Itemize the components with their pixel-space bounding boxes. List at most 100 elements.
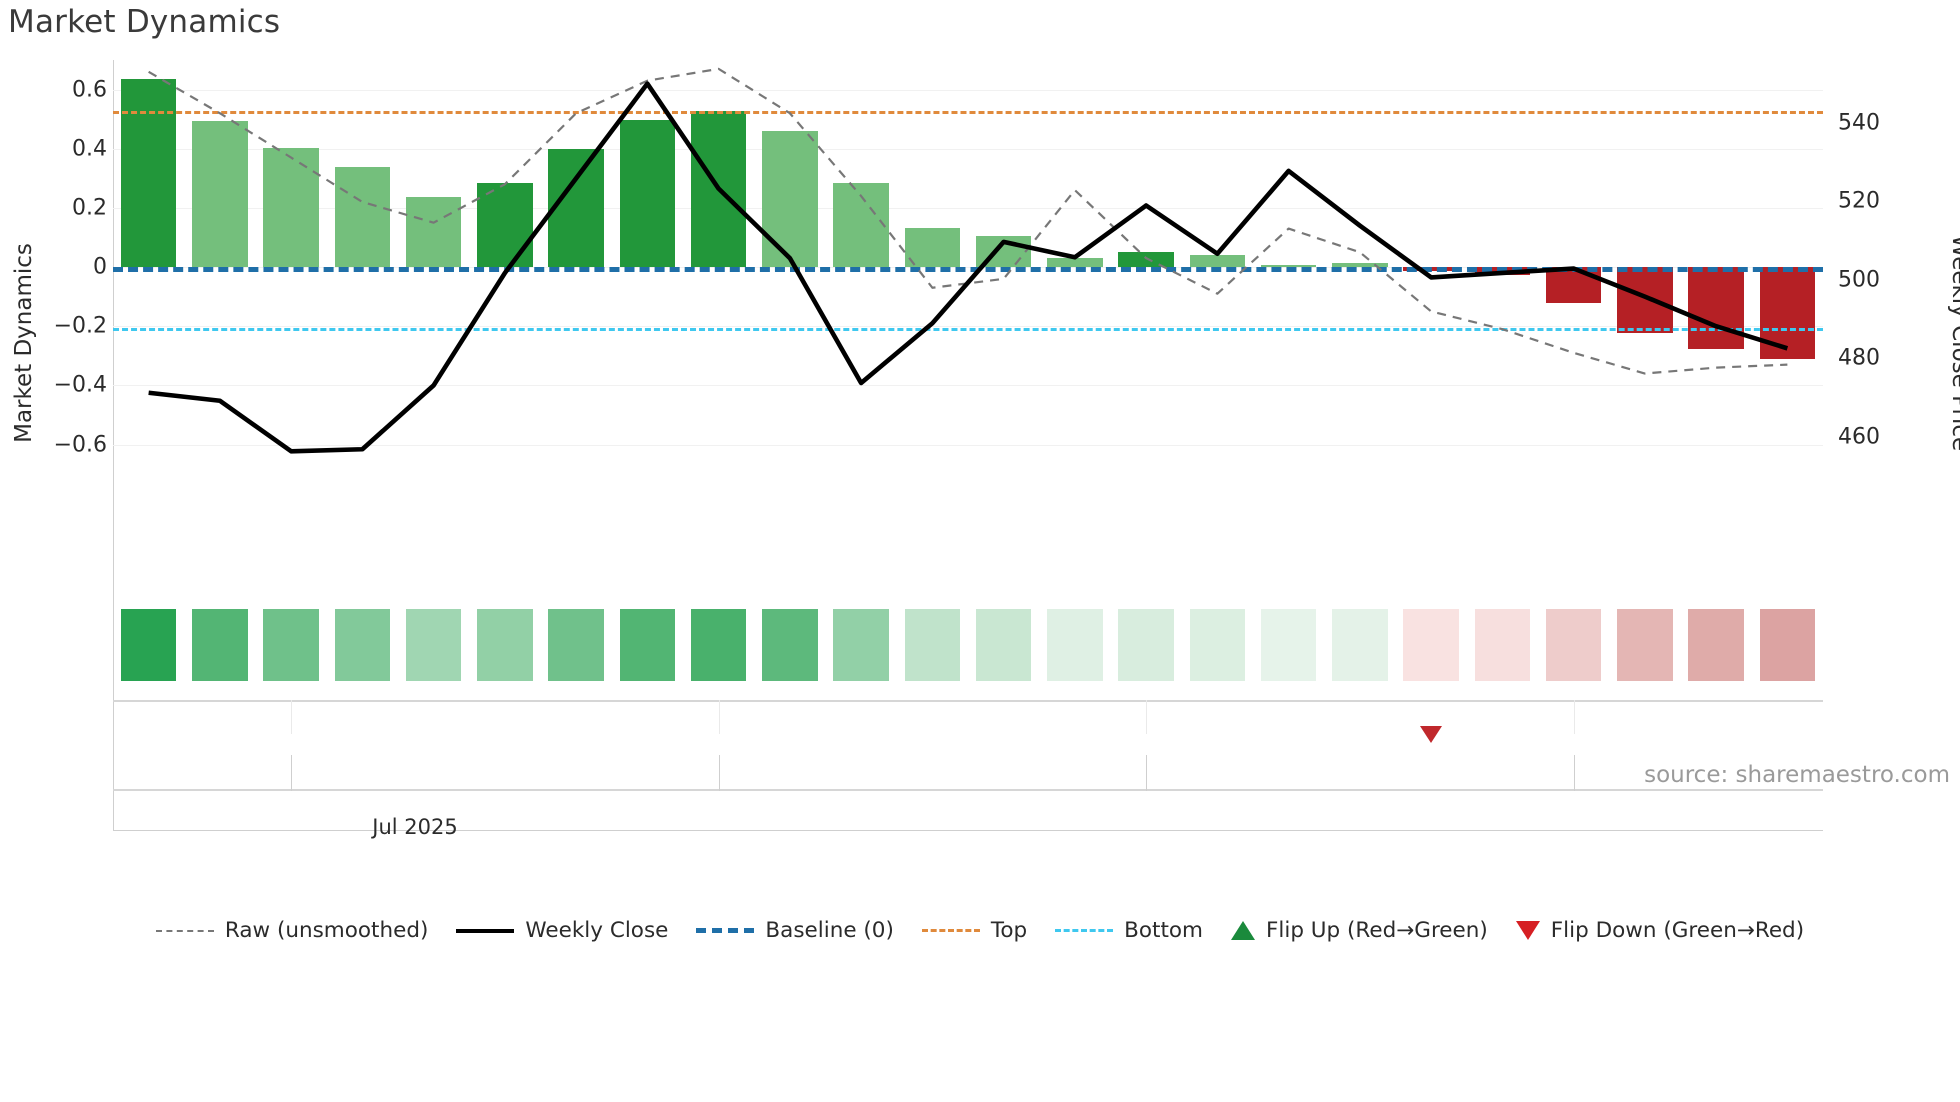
triangle-down-icon	[1515, 921, 1540, 940]
chart-bar[interactable]	[1260, 265, 1317, 268]
flip-panel-tick	[718, 700, 720, 734]
legend-item-bottom[interactable]: Bottom	[1055, 918, 1203, 943]
flip-panel-tick	[1573, 700, 1575, 734]
gridline	[113, 444, 1823, 446]
chart-bar[interactable]	[1545, 267, 1602, 303]
chart-bar[interactable]	[1189, 255, 1246, 268]
chart-bar[interactable]	[120, 79, 177, 268]
gridline	[113, 207, 1823, 209]
divider-rule-middle	[113, 789, 1823, 791]
chart-bar[interactable]	[1688, 267, 1744, 349]
chart-bar[interactable]	[619, 120, 676, 268]
heatmap-cell[interactable]	[120, 609, 177, 681]
chart-bar[interactable]	[904, 228, 961, 268]
weekly-close-line	[148, 81, 1789, 454]
reference-line-top	[113, 111, 1823, 115]
heatmap-cell[interactable]	[904, 609, 961, 681]
x-axis-tick-mark	[718, 755, 720, 791]
chart-bar[interactable]	[477, 182, 533, 268]
x-axis-tick-mark	[1573, 755, 1575, 791]
y-axis-left-tick: −0.4	[53, 372, 107, 398]
heatmap-cell[interactable]	[1474, 609, 1531, 681]
heatmap-cell[interactable]	[548, 609, 604, 681]
heatmap-cell[interactable]	[762, 609, 818, 681]
legend-item-flip-down-green-red[interactable]: Flip Down (Green→Red)	[1515, 918, 1805, 943]
x-axis-tick-mark	[1146, 755, 1148, 791]
legend-item-label: Top	[990, 918, 1028, 943]
y-axis-right-tick: 540	[1838, 110, 1880, 136]
divider-rule-bottom	[113, 830, 1823, 831]
page-title: Market Dynamics	[8, 4, 281, 40]
legend-item-flip-up-red-green[interactable]: Flip Up (Red→Green)	[1231, 918, 1488, 943]
solid-line-icon	[456, 928, 515, 933]
legend-item-label: Bottom	[1124, 918, 1204, 943]
y-axis-left-tick: 0.4	[72, 136, 107, 162]
legend-item-weekly-close[interactable]: Weekly Close	[456, 918, 668, 943]
x-axis-tick-jul-2025: Jul 2025	[372, 815, 458, 839]
heatmap-cell[interactable]	[1545, 609, 1602, 681]
y-axis-left-tick: 0	[93, 254, 107, 280]
heatmap-cell[interactable]	[334, 609, 391, 681]
heatmap-cell[interactable]	[1260, 609, 1317, 681]
chart-bar[interactable]	[192, 121, 248, 268]
chart-bar[interactable]	[1332, 262, 1388, 268]
heatmap-cell[interactable]	[1118, 609, 1174, 681]
heatmap-cell[interactable]	[1189, 609, 1246, 681]
legend-item-baseline-0[interactable]: Baseline (0)	[696, 918, 894, 943]
y-axis-right-tick: 500	[1838, 267, 1880, 293]
reference-line-bottom	[113, 327, 1823, 331]
gridline	[113, 326, 1823, 328]
gridline	[113, 89, 1823, 91]
flip-panel-tick	[1146, 700, 1148, 734]
legend-item-label: Flip Down (Green→Red)	[1550, 918, 1805, 943]
y-axis-left-tick: 0.2	[72, 195, 107, 221]
heatmap-cell[interactable]	[1759, 609, 1816, 681]
legend-item-label: Baseline (0)	[765, 918, 894, 943]
legend-item-label: Flip Up (Red→Green)	[1266, 918, 1488, 943]
heatmap-cell[interactable]	[833, 609, 889, 681]
chart-bar[interactable]	[263, 148, 319, 268]
main-chart-plot	[113, 60, 1823, 480]
flip-down-marker-icon[interactable]	[1420, 726, 1443, 743]
flip-panel-top-rule	[113, 700, 1823, 702]
chart-legend: Raw (unsmoothed) Weekly Close Baseline (0)…	[0, 918, 1960, 943]
y-axis-right-tick: 460	[1838, 424, 1880, 450]
y-axis-right-tick: 480	[1838, 345, 1880, 371]
heatmap-cell[interactable]	[1688, 609, 1744, 681]
heatmap-cell[interactable]	[1047, 609, 1103, 681]
chart-bar[interactable]	[762, 131, 818, 268]
heatmap-cell[interactable]	[477, 609, 533, 681]
heatmap-cell[interactable]	[1617, 609, 1673, 681]
legend-item-top[interactable]: Top	[921, 918, 1028, 943]
legend-item-raw-unsmoothed[interactable]: Raw (unsmoothed)	[155, 918, 429, 943]
chart-bar[interactable]	[405, 196, 462, 268]
y-axis-right-tick: 520	[1838, 188, 1880, 214]
chart-bar[interactable]	[548, 149, 604, 268]
heatmap-cell[interactable]	[192, 609, 248, 681]
heatmap-cell[interactable]	[1403, 609, 1459, 681]
chart-bar[interactable]	[1617, 267, 1673, 334]
legend-item-label: Raw (unsmoothed)	[224, 918, 429, 943]
dashed-line-icon	[921, 929, 980, 932]
chart-line-layer	[148, 67, 1789, 454]
heatmap-cell[interactable]	[263, 609, 319, 681]
gridline	[113, 148, 1823, 150]
heatmap-cell[interactable]	[1332, 609, 1388, 681]
flip-panel-tick	[291, 700, 293, 734]
heatmap-cell[interactable]	[405, 609, 462, 681]
reference-line-baseline	[113, 267, 1823, 273]
y-axis-left-tick: −0.2	[53, 313, 107, 339]
chart-bar[interactable]	[1047, 258, 1103, 268]
dashed-line-icon	[696, 928, 755, 933]
momentum-heatmap-strip	[113, 609, 1823, 681]
triangle-up-icon	[1231, 921, 1256, 940]
source-attribution: source: sharemaestro.com	[1644, 762, 1950, 788]
heatmap-cell[interactable]	[690, 609, 747, 681]
heatmap-cell[interactable]	[975, 609, 1032, 681]
heatmap-cell[interactable]	[619, 609, 676, 681]
y-axis-left-tick: −0.6	[53, 432, 107, 457]
raw-unsmoothed-line	[148, 67, 1788, 375]
x-axis-tick-mark	[291, 755, 293, 791]
legend-item-label: Weekly Close	[525, 918, 669, 943]
chart-bar[interactable]	[334, 167, 391, 268]
